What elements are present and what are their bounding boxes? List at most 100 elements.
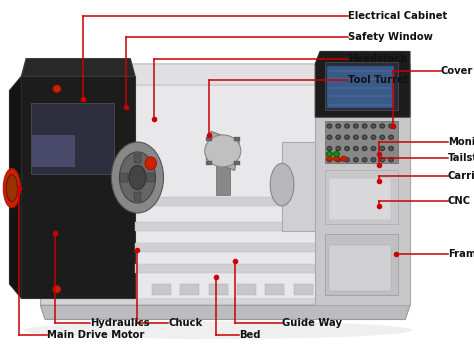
Bar — [294, 284, 313, 295]
Polygon shape — [315, 51, 410, 64]
Bar — [234, 161, 240, 165]
Text: Frame: Frame — [448, 249, 474, 259]
Ellipse shape — [119, 152, 155, 203]
Polygon shape — [9, 76, 21, 298]
Ellipse shape — [126, 151, 147, 204]
Polygon shape — [135, 243, 315, 252]
Bar — [237, 284, 256, 295]
Bar — [329, 245, 391, 291]
Polygon shape — [40, 305, 410, 320]
Polygon shape — [40, 64, 410, 85]
Ellipse shape — [341, 156, 346, 161]
Bar — [120, 173, 128, 182]
Ellipse shape — [371, 135, 376, 140]
Ellipse shape — [111, 142, 164, 213]
Ellipse shape — [371, 124, 376, 128]
Text: Tool Turret: Tool Turret — [348, 75, 409, 85]
Ellipse shape — [53, 85, 61, 92]
Ellipse shape — [345, 158, 349, 162]
Ellipse shape — [354, 135, 358, 140]
Polygon shape — [40, 85, 410, 305]
Bar — [265, 284, 284, 295]
Text: Guide Way: Guide Way — [282, 318, 342, 328]
Ellipse shape — [389, 124, 393, 128]
Ellipse shape — [389, 135, 393, 140]
Ellipse shape — [205, 135, 241, 167]
Ellipse shape — [354, 146, 358, 151]
Polygon shape — [282, 142, 315, 231]
Text: Electrical Cabinet: Electrical Cabinet — [348, 11, 447, 21]
Text: Monitor: Monitor — [448, 137, 474, 147]
Ellipse shape — [362, 135, 367, 140]
Ellipse shape — [3, 169, 20, 208]
Ellipse shape — [371, 158, 376, 162]
Text: Hydraulics: Hydraulics — [90, 318, 150, 328]
Ellipse shape — [354, 124, 358, 128]
Bar — [152, 284, 171, 295]
Ellipse shape — [336, 158, 341, 162]
Bar — [234, 137, 240, 141]
Ellipse shape — [327, 152, 332, 157]
Ellipse shape — [380, 124, 384, 128]
Polygon shape — [135, 264, 315, 273]
Polygon shape — [135, 197, 315, 206]
Bar — [325, 121, 398, 163]
Ellipse shape — [327, 146, 332, 151]
Ellipse shape — [345, 135, 349, 140]
Ellipse shape — [371, 146, 376, 151]
Text: Tailstock: Tailstock — [448, 153, 474, 163]
Text: Bed: Bed — [239, 331, 261, 340]
Ellipse shape — [270, 163, 294, 206]
Ellipse shape — [53, 286, 61, 293]
Ellipse shape — [362, 158, 367, 162]
Bar — [206, 137, 211, 141]
Polygon shape — [21, 59, 135, 76]
Polygon shape — [21, 76, 135, 298]
Ellipse shape — [362, 124, 367, 128]
Ellipse shape — [327, 158, 332, 162]
Bar — [325, 234, 398, 295]
Bar — [134, 192, 141, 201]
Ellipse shape — [327, 135, 332, 140]
Polygon shape — [315, 64, 410, 305]
Text: Carriage: Carriage — [448, 171, 474, 181]
Bar — [32, 135, 75, 167]
Ellipse shape — [327, 156, 332, 161]
Text: Cover: Cover — [441, 66, 473, 76]
Ellipse shape — [345, 124, 349, 128]
Ellipse shape — [6, 175, 18, 202]
Text: Chuck: Chuck — [168, 318, 202, 328]
Ellipse shape — [389, 146, 393, 151]
Ellipse shape — [362, 146, 367, 151]
Ellipse shape — [334, 156, 339, 161]
Text: Safety Window: Safety Window — [348, 32, 433, 42]
Bar — [327, 66, 394, 108]
Ellipse shape — [345, 146, 349, 151]
Ellipse shape — [354, 158, 358, 162]
Text: Headstock: Headstock — [348, 54, 407, 64]
Bar — [325, 170, 398, 224]
Ellipse shape — [389, 158, 393, 162]
Bar — [209, 284, 228, 295]
Bar — [206, 161, 211, 165]
Bar — [325, 62, 398, 110]
Polygon shape — [206, 131, 239, 170]
Ellipse shape — [380, 146, 384, 151]
Bar — [134, 154, 141, 163]
Ellipse shape — [380, 135, 384, 140]
Polygon shape — [135, 222, 315, 231]
Text: Main Drive Motor: Main Drive Motor — [47, 331, 145, 340]
Ellipse shape — [336, 124, 341, 128]
Bar — [329, 178, 391, 220]
Ellipse shape — [334, 152, 339, 157]
Bar — [180, 284, 199, 295]
Bar — [147, 173, 155, 182]
Polygon shape — [315, 51, 410, 117]
Ellipse shape — [129, 165, 146, 190]
Ellipse shape — [336, 135, 341, 140]
Ellipse shape — [336, 146, 341, 151]
Text: CNC: CNC — [448, 196, 471, 206]
Ellipse shape — [145, 157, 156, 170]
Bar — [135, 85, 315, 298]
Ellipse shape — [24, 321, 412, 339]
